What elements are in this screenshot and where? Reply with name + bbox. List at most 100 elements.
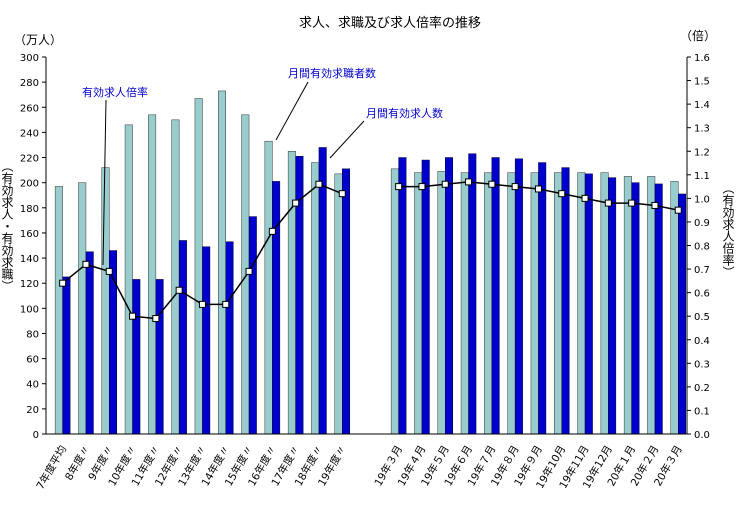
left-tick-label: 260 — [20, 103, 39, 114]
bar-openings — [421, 159, 430, 435]
bar-seekers — [647, 176, 656, 435]
annotation-seekers: 月間有効求職者数 — [288, 66, 376, 80]
ratio-point — [198, 300, 206, 308]
bars-layer — [54, 90, 686, 435]
bar-seekers — [124, 124, 133, 435]
bar-seekers — [148, 114, 157, 435]
bar-openings — [62, 276, 71, 435]
annotation-ratio: 有効求人倍率 — [82, 85, 148, 99]
ratio-point — [152, 315, 160, 323]
bar-openings — [654, 183, 663, 435]
right-tick-label: 1.3 — [694, 124, 710, 135]
bar-seekers — [311, 162, 320, 435]
bar-seekers — [264, 140, 273, 435]
bar-seekers — [414, 172, 423, 435]
x-tick-label: 7年度平均 — [34, 443, 70, 492]
ratio-line-layer — [59, 178, 682, 323]
right-tick-label: 0.2 — [694, 383, 710, 394]
bar-openings — [678, 193, 686, 435]
right-tick-label: 1.1 — [694, 171, 710, 182]
ratio-point — [292, 199, 300, 207]
bar-seekers — [194, 98, 203, 435]
ratio-point — [222, 300, 230, 308]
right-tick-label: 0.6 — [694, 289, 710, 300]
annotation-openings: 月間有効求人数 — [366, 106, 443, 120]
right-tick-label: 0.0 — [694, 430, 710, 441]
left-tick-label: 100 — [20, 304, 39, 315]
ratio-point — [268, 227, 276, 235]
bar-openings — [248, 216, 257, 435]
ratio-point — [82, 260, 90, 268]
ratio-point — [674, 206, 682, 214]
right-tick-label: 1.5 — [694, 77, 710, 88]
left-tick-label: 240 — [20, 128, 39, 139]
bar-seekers — [101, 167, 110, 435]
ratio-point — [395, 183, 403, 191]
right-tick-label: 0.3 — [694, 359, 710, 370]
chart-title: 求人、求職及び求人倍率の推移 — [299, 15, 481, 31]
bar-seekers — [507, 172, 516, 435]
ratio-point — [418, 183, 426, 191]
bar-openings — [608, 177, 617, 435]
bar-openings — [631, 182, 640, 435]
ratio-point — [511, 183, 519, 191]
right-tick-label: 0.5 — [694, 312, 710, 323]
bar-openings — [398, 157, 407, 435]
ratio-point — [604, 199, 612, 207]
annotations: 有効求人倍率 月間有効求職者数 月間有効求人数 — [82, 66, 443, 266]
ratio-point — [488, 180, 496, 188]
left-tick-label: 80 — [26, 329, 39, 340]
bar-openings — [468, 153, 477, 435]
left-axis-unit: （万人） — [14, 33, 62, 47]
bar-seekers — [577, 172, 586, 435]
bar-openings — [132, 279, 141, 435]
ratio-point — [129, 312, 137, 320]
left-tick-label: 160 — [20, 229, 39, 240]
left-tick-label: 20 — [26, 405, 39, 416]
ratio-point — [338, 190, 346, 198]
bar-seekers — [334, 173, 343, 435]
bar-openings — [272, 181, 281, 435]
bar-seekers — [460, 172, 469, 435]
right-axis-unit: （倍） — [680, 28, 716, 43]
ratio-point — [558, 190, 566, 198]
bar-seekers — [218, 90, 226, 435]
left-tick-label: 120 — [20, 279, 39, 290]
left-tick-label: 220 — [20, 154, 39, 165]
bar-openings — [202, 246, 211, 435]
bar-openings — [318, 147, 327, 435]
right-tick-label: 0.7 — [694, 265, 710, 276]
annotation-ratio-leader — [102, 99, 107, 266]
bar-openings — [85, 251, 94, 435]
ratio-point — [315, 180, 323, 188]
right-tick-label: 1.4 — [694, 100, 710, 111]
bar-openings — [342, 168, 350, 435]
ratio-point — [581, 194, 589, 202]
ticks-layer: 0 20 40 60 80 100 120 140 160 180 200 220 240 260 280 3… — [20, 53, 710, 441]
left-tick-label: 300 — [20, 53, 39, 64]
right-tick-label: 1.6 — [694, 53, 710, 64]
left-tick-label: 0 — [33, 430, 39, 441]
x-labels-layer: 7年度平均8年度〃9年度〃10年度〃11年度〃12年度〃13年度〃14年度〃15… — [34, 443, 685, 492]
right-tick-label: 0.8 — [694, 242, 710, 253]
bar-openings — [225, 241, 234, 435]
annotation-seekers-leader — [275, 81, 309, 141]
ratio-point — [651, 201, 659, 209]
left-axis-label: （有効求人・有効求職） — [0, 160, 14, 292]
bar-openings — [561, 167, 570, 435]
left-tick-label: 140 — [20, 254, 39, 265]
ratio-point — [245, 267, 253, 275]
bar-openings — [514, 158, 523, 435]
ratio-point — [175, 286, 183, 294]
bar-seekers — [484, 172, 493, 435]
bar-seekers — [171, 119, 180, 435]
ratio-point — [59, 279, 67, 287]
bar-seekers — [78, 182, 87, 435]
bar-seekers — [600, 172, 609, 435]
ratio-point — [628, 199, 636, 207]
bar-openings — [178, 240, 187, 435]
bar-openings — [491, 157, 500, 435]
bar-openings — [538, 162, 547, 435]
right-tick-label: 1.0 — [694, 194, 710, 205]
